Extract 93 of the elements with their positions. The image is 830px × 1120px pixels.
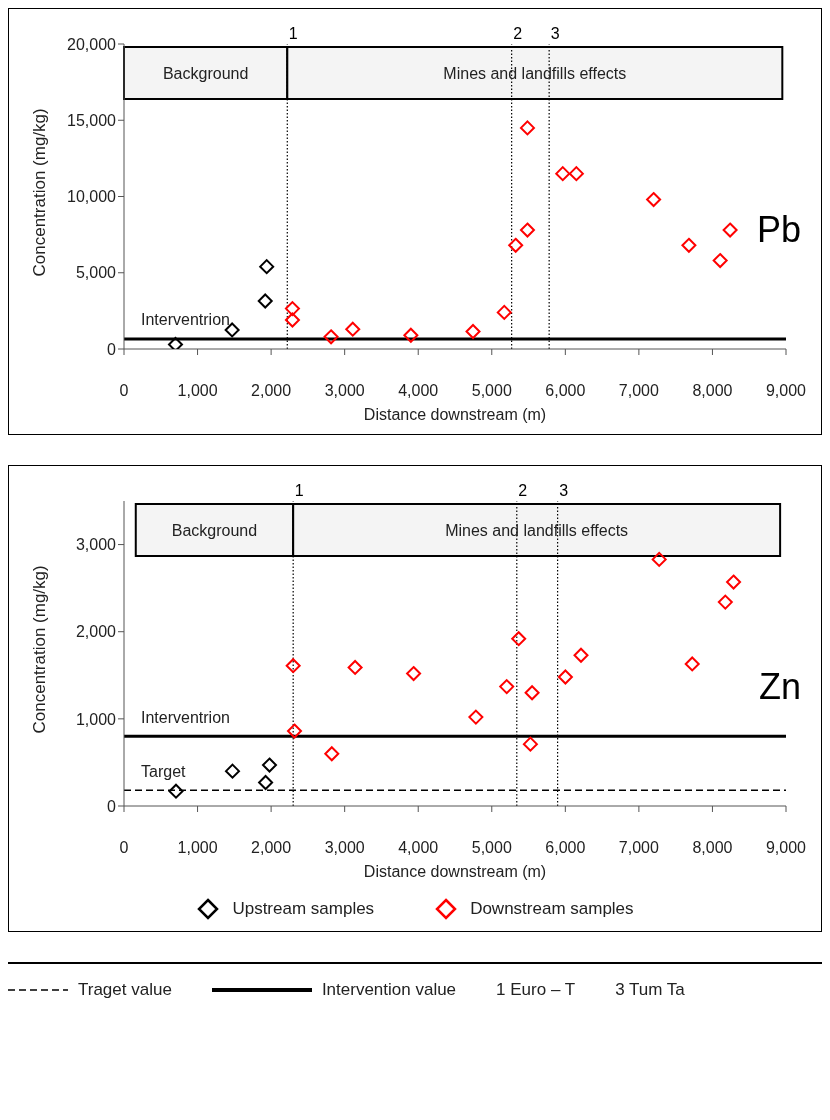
x-axis-title: Distance downstream (m) <box>363 406 547 423</box>
x-tick-label: 3,000 <box>324 382 365 400</box>
y-axis-title: Concentration (mg/kg) <box>30 565 50 734</box>
x-tick-label: 5,000 <box>471 839 512 857</box>
point <box>403 327 419 343</box>
point <box>284 312 300 328</box>
point <box>345 321 361 337</box>
x-tick-label: 2,000 <box>251 382 292 400</box>
annotation: 2 <box>518 482 528 499</box>
band-label: Mines and landfills effects <box>443 64 627 82</box>
x-tick-label: 8,000 <box>692 839 733 857</box>
point <box>258 774 274 790</box>
x-tick-label: 2,000 <box>251 839 292 857</box>
y-tick-label: 20,000 <box>67 35 117 53</box>
ref-line-label: Interventrion <box>141 708 230 726</box>
x-tick-label: 1,000 <box>177 382 218 400</box>
point <box>496 304 512 320</box>
point <box>499 679 515 695</box>
x-tick-label: 6,000 <box>545 839 586 857</box>
point <box>465 323 481 339</box>
text: 1 Euro – T <box>496 980 576 1000</box>
point <box>167 336 183 349</box>
point <box>519 222 535 238</box>
annotation: 3 <box>559 482 569 499</box>
annotation: 1 <box>288 25 298 42</box>
y-axis-title: Concentration (mg/kg) <box>30 108 50 277</box>
x-tick-label: 0 <box>119 839 129 857</box>
point <box>557 669 573 685</box>
point <box>406 666 422 682</box>
y-tick-label: 1,000 <box>75 710 117 728</box>
y-tick-label: 10,000 <box>67 188 117 206</box>
x-tick-label: 5,000 <box>471 382 512 400</box>
band-label: Mines and landfills effects <box>445 521 629 539</box>
legend-label: Upstream samples <box>232 899 375 919</box>
point <box>259 259 275 275</box>
point <box>646 192 662 208</box>
point <box>323 329 339 345</box>
point <box>285 658 301 674</box>
point <box>684 656 700 672</box>
x-tick-label: 9,000 <box>765 839 807 857</box>
point <box>568 166 584 182</box>
point <box>347 659 363 675</box>
x-tick-label: 4,000 <box>398 382 439 400</box>
point <box>726 574 742 590</box>
annotation: Zn <box>758 666 801 708</box>
x-axis-title: Distance downstream (m) <box>363 863 547 880</box>
x-tick-label: 3,000 <box>324 839 365 857</box>
y-tick-label: 5,000 <box>75 264 117 282</box>
ref-line-label: Interventrion <box>141 311 230 329</box>
point <box>257 293 273 309</box>
point <box>681 237 697 253</box>
point <box>287 723 302 739</box>
x-tick-label: 6,000 <box>545 382 586 400</box>
annotation: Pb <box>756 209 801 251</box>
x-tick-label: 0 <box>119 382 129 400</box>
x-tick-label: 7,000 <box>618 839 660 857</box>
point <box>522 736 538 752</box>
point <box>468 709 484 725</box>
point <box>508 237 524 253</box>
legend-label: Downstream samples <box>470 899 634 919</box>
point <box>261 757 277 773</box>
y-tick-label: 0 <box>107 797 117 815</box>
point <box>284 301 300 317</box>
text: 3 Tum Ta <box>615 980 685 1000</box>
y-tick-label: 0 <box>107 340 117 358</box>
x-tick-label: 8,000 <box>692 382 733 400</box>
text: Intervention value <box>321 980 457 1000</box>
annotation: 2 <box>513 25 523 42</box>
band-label: Background <box>171 521 258 539</box>
band-label: Background <box>162 64 249 82</box>
x-tick-label: 4,000 <box>398 839 439 857</box>
annotation: 3 <box>550 25 560 42</box>
ref-line-label: Target <box>141 762 187 780</box>
point <box>519 120 535 136</box>
point <box>324 746 340 762</box>
point <box>573 647 589 663</box>
x-tick-label: 7,000 <box>618 382 660 400</box>
point <box>168 783 184 799</box>
x-tick-label: 9,000 <box>765 382 807 400</box>
point <box>224 763 240 779</box>
text: Traget value <box>78 980 172 1000</box>
point <box>651 551 667 567</box>
point <box>555 166 571 182</box>
point <box>722 222 738 238</box>
point <box>524 685 540 701</box>
x-tick-label: 1,000 <box>177 839 218 857</box>
point <box>712 253 728 269</box>
annotation: 1 <box>294 482 304 499</box>
y-tick-label: 3,000 <box>75 536 117 554</box>
point <box>717 594 733 610</box>
y-tick-label: 2,000 <box>75 623 117 641</box>
y-tick-label: 15,000 <box>67 111 117 129</box>
point <box>511 631 527 647</box>
